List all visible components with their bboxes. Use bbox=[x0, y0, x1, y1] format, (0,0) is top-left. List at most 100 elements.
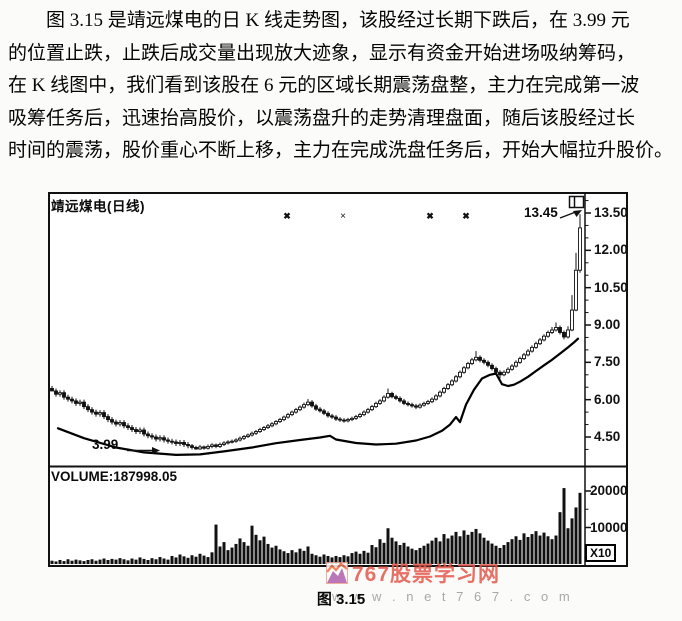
volume-bar bbox=[230, 547, 234, 564]
high-price-annotation: 13.45 bbox=[524, 205, 558, 220]
candle-body bbox=[498, 371, 502, 376]
price-tick-label: 6.00 bbox=[594, 391, 621, 407]
candle-body bbox=[198, 446, 202, 450]
volume-bar bbox=[90, 559, 94, 564]
candle-body bbox=[386, 392, 390, 398]
candle-body bbox=[62, 392, 66, 398]
candle-body bbox=[186, 444, 190, 447]
volume-bar bbox=[322, 554, 326, 564]
candle-body bbox=[250, 432, 254, 436]
candle-body bbox=[142, 429, 146, 435]
volume-bar bbox=[338, 557, 342, 564]
candle-body bbox=[374, 402, 378, 408]
volume-bar bbox=[358, 553, 362, 564]
volume-bar bbox=[446, 538, 450, 564]
volume-bar bbox=[266, 543, 270, 564]
candle-body bbox=[350, 417, 354, 421]
candle-body bbox=[106, 416, 110, 421]
volume-bar bbox=[534, 531, 538, 564]
paragraph-line: 图 3.15 是靖远煤电的日 K 线走势图，该股经过长期下跌后，在 3.99 元 bbox=[46, 10, 630, 31]
candle-body bbox=[486, 361, 490, 366]
candle-body bbox=[194, 447, 198, 450]
volume-bar bbox=[218, 546, 222, 564]
volume-bar bbox=[226, 550, 230, 564]
volume-bar bbox=[294, 552, 298, 564]
candle-body bbox=[514, 361, 518, 367]
candle-body bbox=[410, 404, 414, 407]
volume-bar bbox=[562, 488, 566, 564]
candle-body bbox=[458, 371, 462, 378]
volume-bar bbox=[478, 533, 482, 564]
volume-bar bbox=[450, 535, 454, 564]
volume-bar bbox=[474, 528, 478, 564]
volume-bar bbox=[222, 542, 226, 564]
candle-body bbox=[210, 444, 214, 447]
candle-body bbox=[382, 396, 386, 402]
candle-body bbox=[434, 395, 438, 400]
candle-body bbox=[70, 398, 74, 402]
volume-bar bbox=[194, 556, 198, 564]
candle-body bbox=[146, 433, 150, 437]
candle-body bbox=[542, 335, 546, 341]
volume-bar bbox=[274, 545, 278, 564]
body-paragraph: 图 3.15 是靖远煤电的日 K 线走势图，该股经过长期下跌后，在 3.99 元… bbox=[8, 5, 676, 168]
candle-body bbox=[302, 404, 306, 408]
candle-body bbox=[422, 402, 426, 406]
volume-bar bbox=[70, 560, 74, 564]
candle-body bbox=[578, 227, 582, 271]
volume-bar bbox=[438, 541, 442, 564]
candle-body bbox=[466, 363, 470, 369]
candle-body bbox=[54, 390, 58, 395]
volume-bar bbox=[210, 552, 214, 564]
candle-body bbox=[418, 404, 422, 408]
volume-bar bbox=[454, 531, 458, 564]
candle-body bbox=[134, 429, 138, 432]
volume-bar bbox=[462, 530, 466, 564]
volume-bar bbox=[246, 545, 250, 564]
volume-bar bbox=[114, 559, 118, 564]
volume-bar bbox=[466, 534, 470, 564]
volume-bar bbox=[526, 536, 530, 564]
candle-body bbox=[462, 367, 466, 373]
volume-bar bbox=[198, 553, 202, 564]
volume-bar bbox=[558, 512, 562, 564]
candle-body bbox=[354, 416, 358, 419]
chart-border bbox=[48, 192, 628, 567]
support-curve bbox=[56, 337, 580, 456]
volume-bar bbox=[302, 550, 306, 564]
candle-body bbox=[258, 429, 262, 432]
volume-bar bbox=[174, 557, 178, 564]
volume-bar bbox=[202, 555, 206, 564]
candle-body bbox=[166, 439, 170, 442]
candle-body bbox=[58, 392, 62, 395]
volume-tick-label: 10000 bbox=[590, 519, 628, 535]
volume-bar bbox=[382, 542, 386, 564]
candle-body bbox=[174, 441, 178, 444]
volume-bar bbox=[290, 550, 294, 564]
volume-bar bbox=[86, 559, 90, 564]
event-marker-icon: ✖ bbox=[426, 211, 434, 221]
volume-bar bbox=[346, 556, 350, 564]
volume-bar bbox=[410, 548, 414, 564]
candle-body bbox=[78, 401, 82, 404]
candle-body bbox=[274, 421, 278, 425]
candle-body bbox=[510, 365, 514, 370]
volume-bar bbox=[134, 559, 138, 564]
candle-body bbox=[402, 400, 406, 404]
candle-body bbox=[574, 269, 578, 311]
candle-body bbox=[294, 409, 298, 413]
volume-bar bbox=[74, 559, 78, 564]
volume-bar bbox=[546, 536, 550, 564]
candle-body bbox=[474, 356, 478, 361]
candle-body bbox=[534, 343, 538, 348]
candle-body bbox=[162, 437, 166, 441]
volume-bar bbox=[282, 551, 286, 564]
candle-body bbox=[562, 332, 566, 338]
candle-body bbox=[530, 346, 534, 352]
candle-body bbox=[358, 414, 362, 418]
volume-bar bbox=[154, 559, 158, 564]
volume-bar bbox=[254, 534, 258, 564]
candle-body bbox=[158, 437, 162, 440]
candle-body bbox=[286, 414, 290, 418]
volume-bar bbox=[54, 561, 58, 564]
